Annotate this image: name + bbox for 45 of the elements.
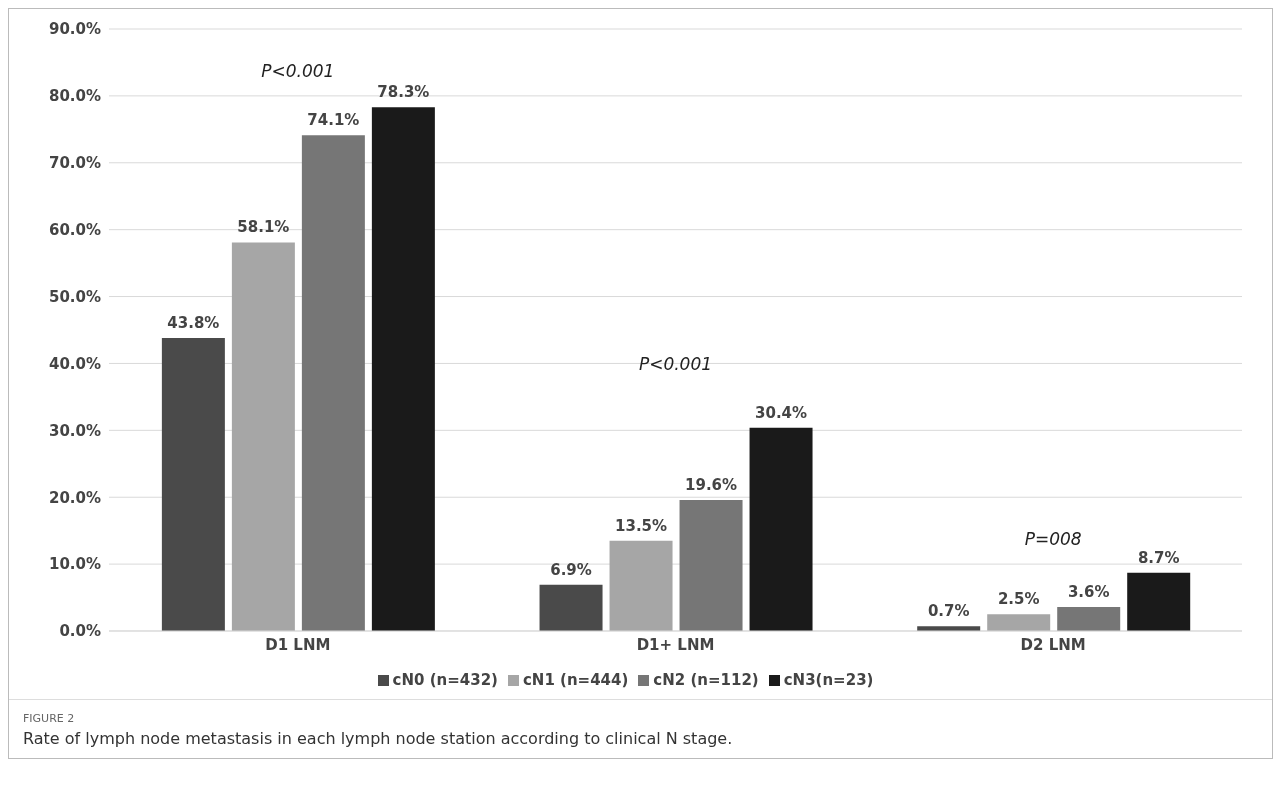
data-label: 58.1% (237, 218, 290, 237)
x-tick-label: D1+ LNM (636, 635, 715, 654)
bar (1057, 606, 1121, 631)
bar (161, 338, 225, 631)
legend-label: cN1 (n=444) (522, 671, 629, 689)
y-tick-label: 20.0% (48, 488, 101, 507)
bar (679, 499, 743, 631)
bar (987, 614, 1051, 631)
bar (301, 135, 365, 631)
caption: FIGURE 2 (9, 699, 1272, 727)
data-label: 6.9% (550, 560, 592, 579)
y-tick-label: 60.0% (48, 220, 101, 239)
x-tick-label: D1 LNM (265, 635, 331, 654)
data-label: 78.3% (377, 83, 430, 102)
bar (609, 540, 673, 631)
y-tick-label: 50.0% (48, 287, 101, 306)
data-label: 74.1% (307, 111, 360, 130)
data-label: 13.5% (615, 516, 668, 535)
bar (371, 107, 435, 631)
bar (1127, 572, 1191, 631)
text: Rate of lymph node metastasis in each lymph node station according to clinical N stage. (22, 728, 734, 750)
legend-label: cN2 (n=112) (653, 671, 759, 689)
y-tick-label: 0.0% (59, 622, 101, 641)
bar (539, 584, 603, 631)
y-tick-label: 80.0% (48, 87, 101, 106)
annotation: P<0.001 (637, 354, 714, 374)
data-label: 30.4% (755, 403, 808, 422)
annotation: P<0.001 (260, 61, 336, 81)
legend-label: cN0 (n=432) (392, 671, 498, 689)
data-label: 19.6% (685, 475, 738, 494)
data-label: 8.7% (1137, 548, 1180, 567)
x-tick-label: D2 LNM (1020, 635, 1086, 654)
y-tick-label: 90.0% (48, 20, 101, 39)
y-tick-label: 10.0% (48, 555, 101, 574)
bar (749, 427, 813, 631)
data-label: 3.6% (1067, 582, 1110, 601)
data-label: 43.8% (167, 314, 220, 333)
legend-label: cN3(n=23) (783, 671, 874, 689)
y-tick-label: 30.0% (48, 421, 101, 440)
data-label: 0.7% (927, 602, 970, 621)
y-tick-label: 70.0% (48, 154, 101, 173)
annotation: P=008 (1023, 529, 1083, 549)
data-label: 2.5% (997, 590, 1040, 609)
bar (231, 242, 295, 631)
y-tick-label: 40.0% (48, 354, 101, 373)
